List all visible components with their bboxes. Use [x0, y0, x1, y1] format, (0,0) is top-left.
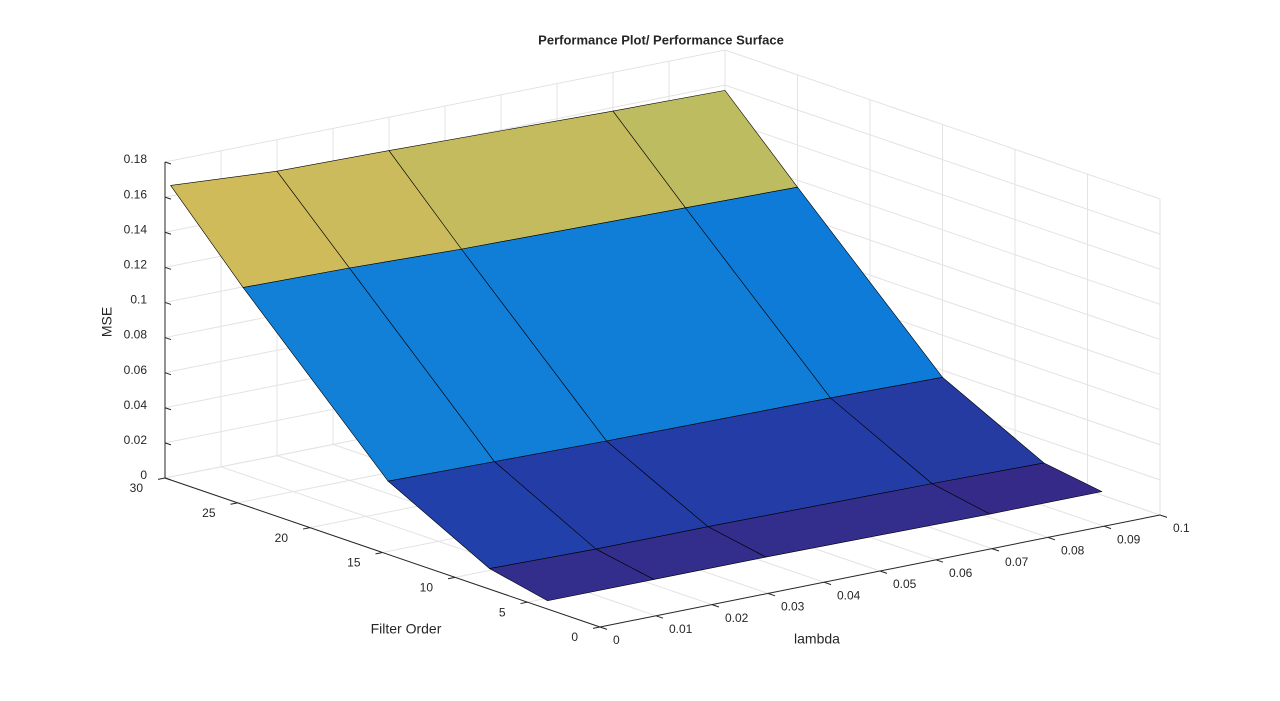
surface-face — [931, 462, 1103, 515]
y-tick — [592, 626, 601, 629]
x-tick — [935, 559, 944, 563]
x-tick — [823, 581, 832, 586]
x-tick-label: 0.04 — [837, 588, 861, 602]
x-tick-label: 0.01 — [669, 622, 693, 636]
z-tick — [164, 196, 172, 200]
x-tick-label: 0.07 — [1005, 555, 1029, 569]
grid-line — [164, 49, 726, 163]
y-tick-label: 10 — [420, 581, 434, 595]
x-tick-label: 0.05 — [893, 577, 917, 591]
z-tick — [164, 442, 172, 446]
z-tick — [164, 407, 172, 411]
grid-line — [724, 84, 1161, 235]
x-tick — [991, 548, 1000, 552]
y-tick — [520, 601, 528, 605]
z-tick — [164, 161, 172, 165]
y-tick-label: 15 — [347, 556, 361, 570]
y-axis-label: Filter Order — [371, 621, 442, 637]
z-tick-label: 0.12 — [124, 258, 148, 272]
y-tick — [157, 477, 166, 480]
y-tick — [375, 552, 383, 555]
z-tick — [164, 231, 172, 235]
x-tick — [1047, 536, 1056, 541]
grid-line — [724, 119, 1161, 270]
x-tick-label: 0.09 — [1117, 532, 1141, 546]
grid-line — [724, 49, 1161, 200]
z-tick-label: 0.08 — [124, 328, 148, 342]
z-axis-label: MSE — [99, 307, 115, 337]
y-tick-label: 5 — [499, 605, 506, 619]
y-tick-label: 30 — [130, 481, 144, 495]
y-tick-label: 20 — [275, 531, 289, 545]
z-tick — [164, 337, 172, 341]
x-tick — [1103, 525, 1112, 530]
y-tick — [302, 527, 311, 530]
y-tick — [230, 502, 238, 505]
x-tick-label: 0.1 — [1173, 521, 1190, 535]
grid-line — [724, 154, 1161, 305]
z-tick-label: 0 — [140, 468, 147, 482]
z-tick-label: 0.18 — [124, 152, 148, 166]
y-tick — [447, 576, 456, 580]
chart-title: Performance Plot/ Performance Surface — [538, 32, 784, 47]
x-tick-label: 0 — [613, 633, 620, 647]
x-tick-label: 0.08 — [1061, 544, 1085, 558]
z-tick-label: 0.14 — [124, 222, 148, 236]
z-tick-label: 0.06 — [124, 363, 148, 377]
z-tick — [164, 477, 172, 481]
z-tick-label: 0.16 — [124, 187, 148, 201]
z-tick — [164, 266, 172, 270]
x-axis-label: lambda — [794, 631, 840, 647]
z-tick-label: 0.04 — [124, 398, 148, 412]
x-tick — [1159, 514, 1168, 518]
x-tick-label: 0.06 — [949, 566, 973, 580]
z-tick — [164, 301, 172, 305]
x-tick-label: 0.02 — [725, 611, 749, 625]
x-tick-label: 0.03 — [781, 600, 805, 614]
x-tick — [711, 604, 720, 608]
x-tick — [599, 626, 608, 630]
x-tick — [879, 570, 888, 574]
y-tick-label: 0 — [571, 630, 578, 644]
z-tick-label: 0.1 — [130, 293, 147, 307]
z-tick-label: 0.02 — [124, 433, 148, 447]
y-tick-label: 25 — [202, 506, 216, 520]
x-tick — [767, 592, 776, 597]
x-tick — [655, 615, 664, 619]
z-tick — [164, 372, 172, 376]
